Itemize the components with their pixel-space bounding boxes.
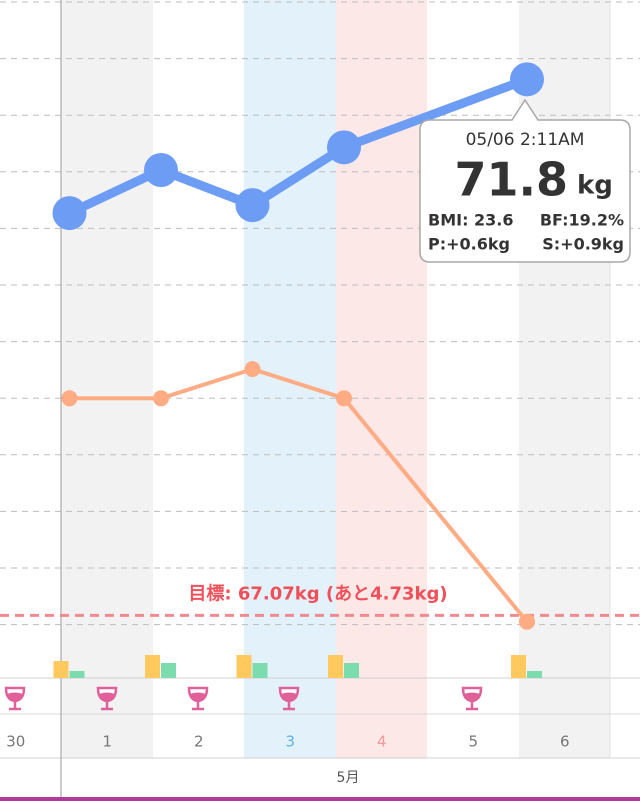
- wine-icons: [4, 686, 483, 711]
- tooltip-bf: BF:19.2%: [540, 211, 624, 230]
- point: [153, 390, 169, 407]
- x-tick-label: 1: [102, 733, 112, 751]
- activity-bar: [511, 655, 526, 678]
- activity-bar: [161, 663, 176, 678]
- plot: 目標: 67.07kg (あと4.73kg): [0, 62, 640, 678]
- bottom-bar: [0, 797, 640, 801]
- activity-bar: [53, 661, 69, 678]
- tooltip-s: S:+0.9kg: [542, 235, 624, 254]
- activity-bar: [252, 663, 268, 678]
- point: [144, 153, 178, 187]
- series: [61, 361, 535, 630]
- tooltip-unit: kg: [577, 171, 613, 201]
- tooltip-weight: 71.8: [455, 153, 569, 207]
- tooltip-box: [419, 98, 631, 263]
- month-label: 5月: [337, 770, 360, 786]
- x-tick-label: 2: [194, 733, 204, 751]
- x-tick-label: 3: [285, 733, 295, 751]
- holiday-bg: [336, 0, 427, 758]
- series: [52, 62, 544, 231]
- point: [510, 62, 544, 97]
- activity-bar: [69, 671, 85, 678]
- tooltip-date: 05/06 2:11AM: [466, 130, 585, 150]
- point: [327, 130, 361, 165]
- activity-bar: [344, 663, 359, 678]
- tooltip-bmi: BMI: 23.6: [428, 211, 514, 230]
- x-tick-label: 5: [468, 733, 478, 751]
- activity-bar: [527, 671, 542, 678]
- activity-bar: [236, 655, 252, 678]
- goal-label: 目標: 67.07kg (あと4.73kg): [188, 582, 447, 604]
- point: [336, 390, 352, 407]
- x-tick-label: 6: [560, 733, 570, 751]
- tooltip: 05/06 2:11AM 71.8 kg BMI: 23.6 BF:19.2% …: [419, 98, 631, 263]
- weekend-bg: [61, 0, 153, 758]
- point: [519, 613, 535, 630]
- point: [235, 188, 270, 223]
- x-tick-label: 4: [377, 733, 387, 751]
- x-tick-label: 30: [6, 733, 25, 751]
- point: [244, 361, 261, 378]
- point: [52, 196, 87, 231]
- activity-bar: [145, 655, 160, 678]
- point: [61, 390, 78, 407]
- tooltip-p: P:+0.6kg: [428, 235, 510, 254]
- activity-bar: [328, 655, 343, 678]
